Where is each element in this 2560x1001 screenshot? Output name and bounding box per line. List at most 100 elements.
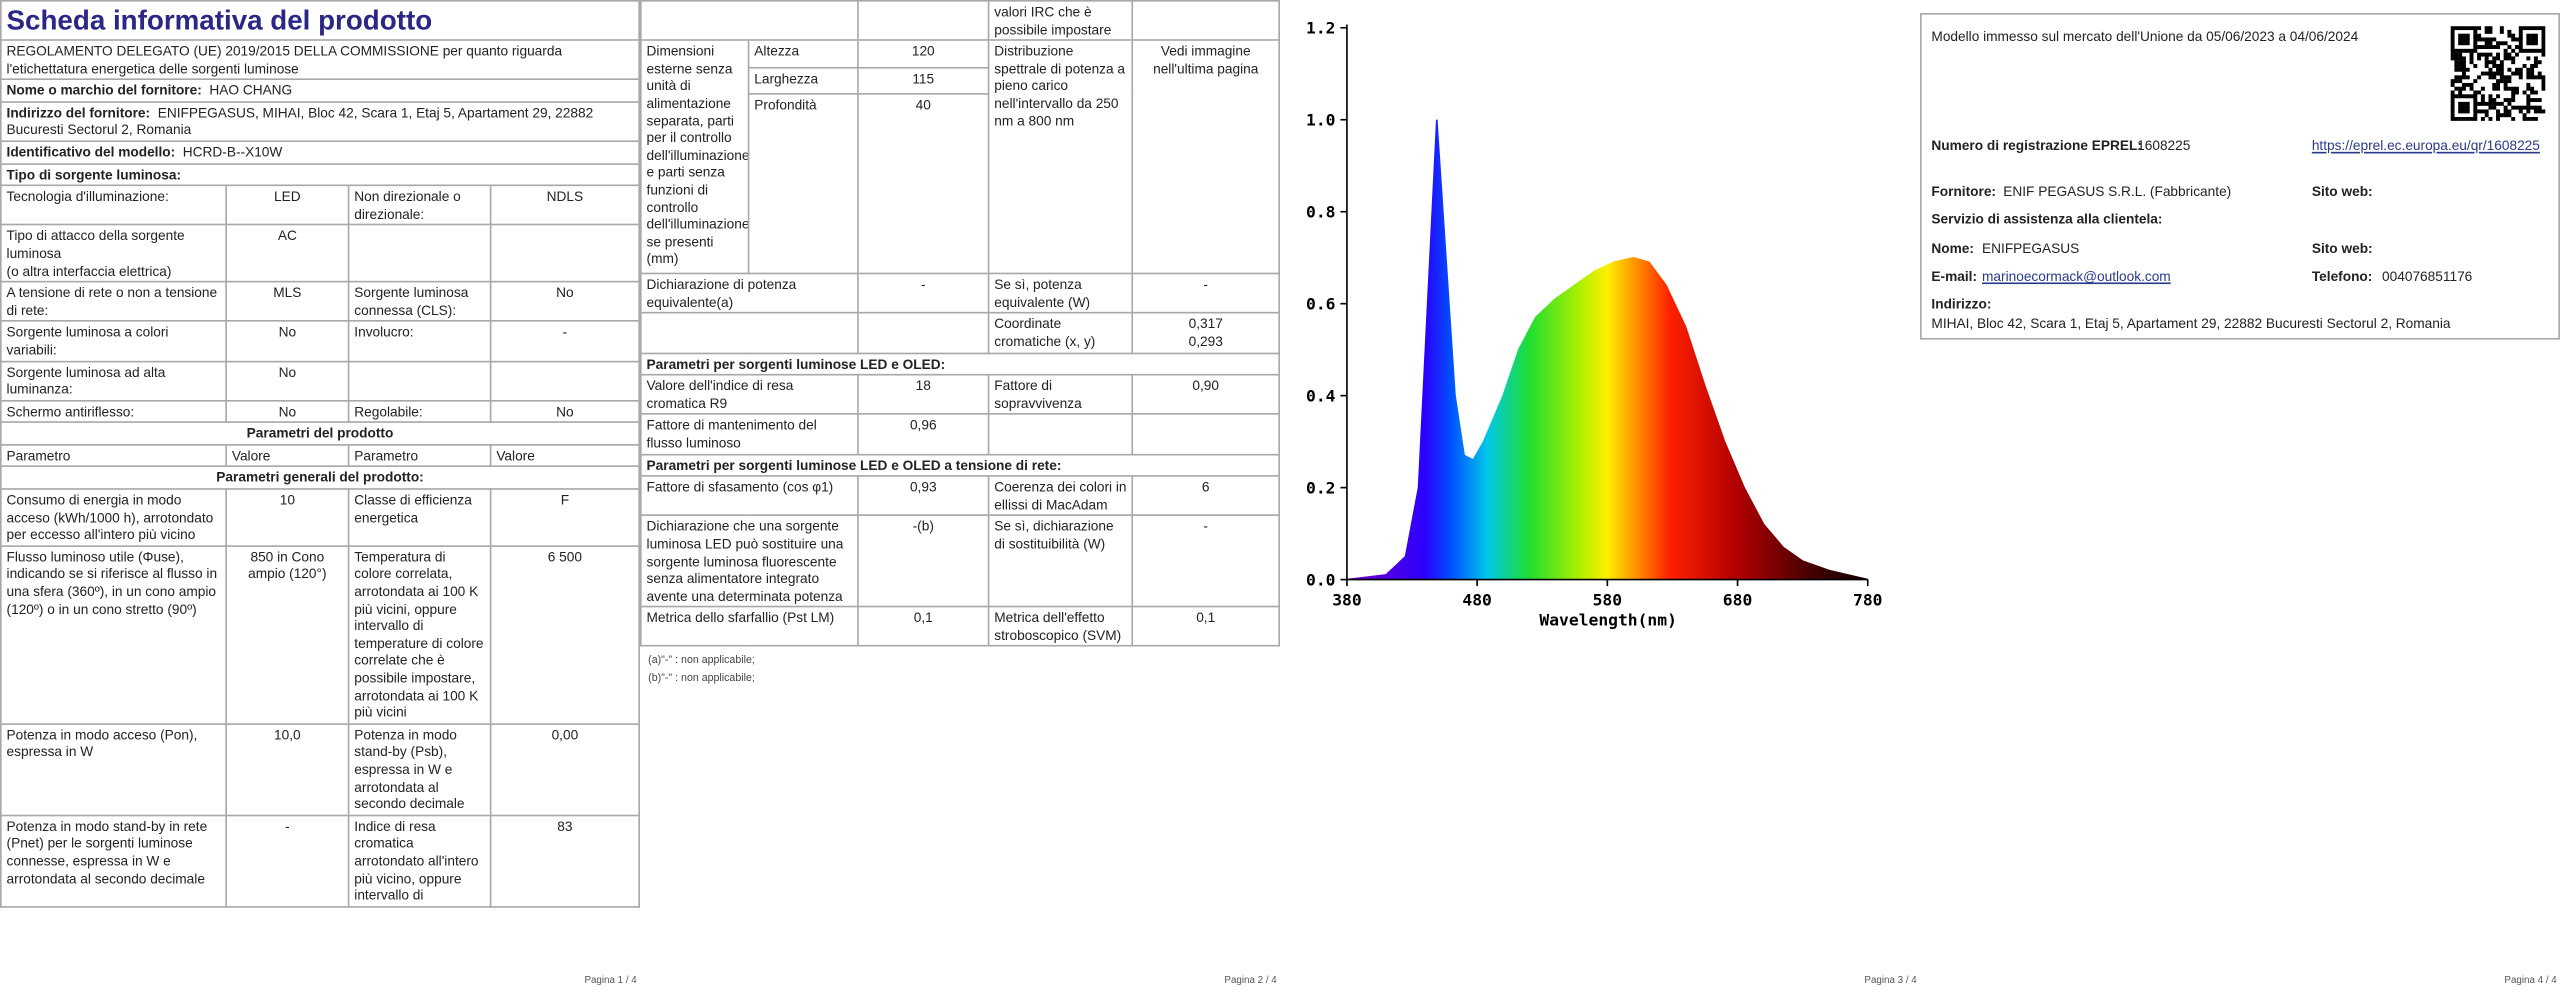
qr-module bbox=[2530, 63, 2535, 68]
cell: Schermo antiriflesso: bbox=[0, 399, 227, 424]
qr-module bbox=[2473, 101, 2478, 106]
qr-module bbox=[2465, 105, 2470, 110]
qr-module bbox=[2518, 48, 2523, 53]
qr-module bbox=[2465, 67, 2470, 72]
qr-module bbox=[2541, 29, 2546, 34]
qr-module bbox=[2461, 60, 2466, 65]
cell: - bbox=[1131, 514, 1280, 608]
cell: Non direzionale o direzionale: bbox=[347, 184, 492, 226]
qr-module bbox=[2526, 37, 2531, 42]
qr-module bbox=[2465, 94, 2470, 99]
qr-module bbox=[2458, 101, 2463, 106]
qr-module bbox=[2465, 37, 2470, 42]
qr-module bbox=[2454, 48, 2459, 53]
sheet: valori IRC che è possibile impostare Dim… bbox=[639, 0, 1280, 693]
qr-module bbox=[2469, 82, 2474, 87]
model-row: Identificativo del modello: HCRD-B--X10W bbox=[0, 140, 640, 165]
cell: 0,1 bbox=[1131, 606, 1280, 648]
qr-module bbox=[2533, 33, 2538, 38]
qr-module bbox=[2480, 94, 2485, 99]
spectrum-fill bbox=[1346, 119, 1868, 580]
qr-module bbox=[2492, 82, 2497, 87]
cell: No bbox=[225, 399, 350, 424]
cell: 0,90 bbox=[1131, 374, 1280, 416]
qr-module bbox=[2499, 67, 2504, 72]
qr-module bbox=[2480, 45, 2485, 50]
qr-module bbox=[2450, 45, 2455, 50]
table-row: Valore dell'indice di resa cromatica R9 1… bbox=[639, 374, 1280, 416]
qr-module bbox=[2530, 75, 2535, 80]
qr-module bbox=[2477, 45, 2482, 50]
qr-module bbox=[2537, 75, 2542, 80]
qr-module bbox=[2503, 105, 2508, 110]
cell: Se sì, dichiarazione di sostituibilità (… bbox=[987, 514, 1134, 608]
page-1: Scheda informativa del prodotto REGOLAME… bbox=[0, 0, 640, 1001]
qr-module bbox=[2461, 33, 2466, 38]
qr-module bbox=[2484, 52, 2489, 57]
cell: Consumo di energia in modo acceso (kWh/1… bbox=[0, 488, 227, 547]
qr-module bbox=[2473, 94, 2478, 99]
qr-module bbox=[2533, 90, 2538, 95]
qr-module bbox=[2533, 75, 2538, 80]
x-axis-label: Wavelength(nm) bbox=[1539, 610, 1677, 629]
qr-module bbox=[2488, 101, 2493, 106]
label: Sito web: bbox=[2311, 239, 2373, 257]
cell: Dichiarazione di potenza equivalente(a) bbox=[639, 272, 859, 315]
qr-module bbox=[2461, 86, 2466, 91]
qr-module bbox=[2541, 45, 2546, 50]
qr-module bbox=[2458, 33, 2463, 38]
qr-module bbox=[2473, 63, 2478, 68]
qr-module bbox=[2526, 75, 2531, 80]
qr-module bbox=[2507, 113, 2512, 118]
label: Telefono: bbox=[2311, 267, 2373, 285]
cell: Indice di resa cromatica arrotondato all… bbox=[347, 814, 492, 908]
y-tick-label: 0.6 bbox=[1306, 294, 1335, 313]
qr-module bbox=[2507, 33, 2512, 38]
qr-module bbox=[2496, 109, 2501, 114]
qr-module bbox=[2507, 79, 2512, 84]
table-row: Sorgente luminosa ad alta luminanza: No bbox=[0, 359, 640, 402]
qr-module bbox=[2480, 37, 2485, 42]
spectrum-line bbox=[1346, 119, 1868, 581]
qr-module bbox=[2492, 60, 2497, 65]
cell: Metrica dello sfarfallio (Pst LM) bbox=[639, 606, 859, 648]
qr-module bbox=[2461, 26, 2466, 31]
qr-module bbox=[2465, 41, 2470, 46]
qr-module bbox=[2541, 79, 2546, 84]
qr-module bbox=[2488, 45, 2493, 50]
qr-module bbox=[2518, 45, 2523, 50]
table-row: Potenza in modo stand-by in rete (Pnet) … bbox=[0, 814, 640, 908]
qr-module bbox=[2461, 56, 2466, 61]
table-row: A tensione di rete o non a tensione di r… bbox=[0, 281, 640, 323]
qr-module bbox=[2518, 71, 2523, 76]
qr-module bbox=[2530, 48, 2535, 53]
qr-module bbox=[2541, 52, 2546, 57]
email-link[interactable]: marinoecormack@outlook.com bbox=[1982, 267, 2171, 285]
cell bbox=[489, 224, 640, 283]
qr-module bbox=[2473, 79, 2478, 84]
rows: Fattore di sfasamento (cos φ1) 0,93 Coeren… bbox=[639, 475, 1280, 648]
sheet: Scheda informativa del prodotto REGOLAME… bbox=[0, 0, 640, 970]
qr-module bbox=[2473, 45, 2478, 50]
qr-module bbox=[2488, 98, 2493, 103]
qr-module bbox=[2533, 41, 2538, 46]
qr-module bbox=[2480, 71, 2485, 76]
qr-module bbox=[2518, 75, 2523, 80]
qr-module bbox=[2480, 86, 2485, 91]
rows: Dichiarazione di potenza equivalente(a) -… bbox=[639, 272, 1280, 354]
cell: F bbox=[489, 488, 640, 547]
qr-module bbox=[2511, 105, 2516, 110]
qr-module bbox=[2477, 101, 2482, 106]
qr-module bbox=[2477, 52, 2482, 57]
qr-module bbox=[2496, 45, 2501, 50]
cell: Coordinate cromatiche (x, y) bbox=[987, 312, 1134, 354]
qr-module bbox=[2511, 98, 2516, 103]
section-heading: Parametri generali del prodotto: bbox=[0, 466, 640, 490]
cell bbox=[987, 413, 1134, 455]
qr-module bbox=[2526, 101, 2531, 106]
qr-module bbox=[2522, 48, 2527, 53]
eprel-link[interactable]: https://eprel.ec.europa.eu/qr/1608225 bbox=[2311, 137, 2540, 154]
header-cell: Parametro bbox=[0, 443, 227, 468]
cell: Sorgente luminosa ad alta luminanza: bbox=[0, 359, 227, 402]
table-row: Fattore di sfasamento (cos φ1) 0,93 Coeren… bbox=[639, 475, 1280, 517]
